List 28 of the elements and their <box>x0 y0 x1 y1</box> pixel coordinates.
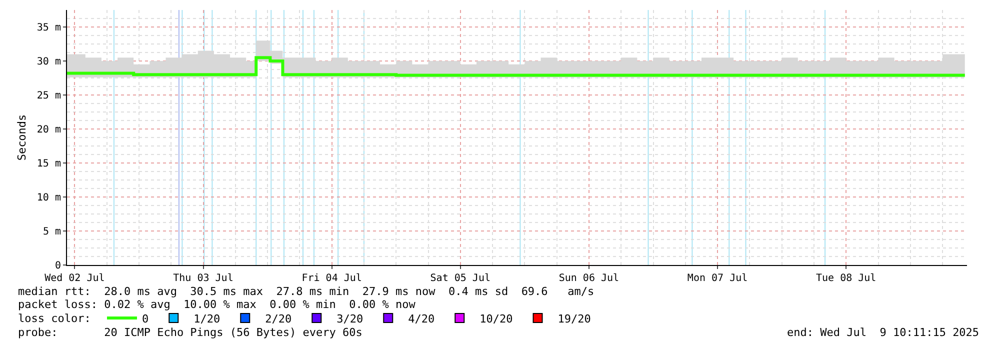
legend-label: 3/20 <box>336 312 364 326</box>
text: end: Wed Jul 9 10:11:15 2025 <box>787 326 980 339</box>
legend-label: 4/20 <box>408 312 435 326</box>
y-tick-label: 10 m <box>36 192 61 204</box>
x-tick-label: Sun 06 Jul <box>558 273 620 284</box>
y-tick-label: 20 m <box>36 124 61 136</box>
legend-label: 1/20 <box>194 312 220 326</box>
text: loss color: <box>18 312 91 325</box>
y-tick-label: 25 m <box>36 90 61 102</box>
text: packet loss: 0.02 % avg 10.00 % max 0.00 % min 0.00 % now <box>18 298 416 311</box>
x-tick-label: Wed 02 Jul <box>44 273 105 284</box>
x-tick-label: Sat 05 Jul <box>430 273 490 284</box>
x-tick-label: Fri 04 Jul <box>302 273 362 284</box>
legend-label: 19/20 <box>558 312 591 326</box>
y-tick-label: 5 m <box>42 226 61 238</box>
text: median rtt: 28.0 ms avg 30.5 ms max 27.8 ms min 27.9 ms now 0.4 ms sd 69.6 am/s <box>18 285 594 298</box>
legend-label: 0 <box>142 312 149 326</box>
text: probe: 20 ICMP Echo Pings (56 Bytes) every 60s <box>18 326 362 339</box>
x-tick-label: Mon 07 Jul <box>687 273 748 284</box>
y-tick-label: 0 <box>54 260 61 272</box>
y-axis-title: Seconds <box>16 114 29 161</box>
y-tick-label: 35 m <box>36 22 61 34</box>
y-tick-label: 30 m <box>36 56 61 68</box>
x-tick-label: Tue 08 Jul <box>816 273 876 284</box>
legend-label: 2/20 <box>265 312 292 326</box>
y-tick-label: 15 m <box>36 158 61 170</box>
legend-label: 10/20 <box>480 312 513 326</box>
x-tick-label: Thu 03 Jul <box>173 273 234 284</box>
